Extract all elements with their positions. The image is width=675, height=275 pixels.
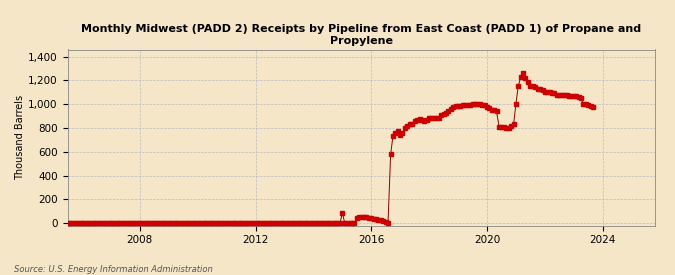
Text: Source: U.S. Energy Information Administration: Source: U.S. Energy Information Administ… — [14, 265, 212, 274]
Title: Monthly Midwest (PADD 2) Receipts by Pipeline from East Coast (PADD 1) of Propan: Monthly Midwest (PADD 2) Receipts by Pip… — [81, 24, 641, 46]
Y-axis label: Thousand Barrels: Thousand Barrels — [16, 95, 26, 180]
